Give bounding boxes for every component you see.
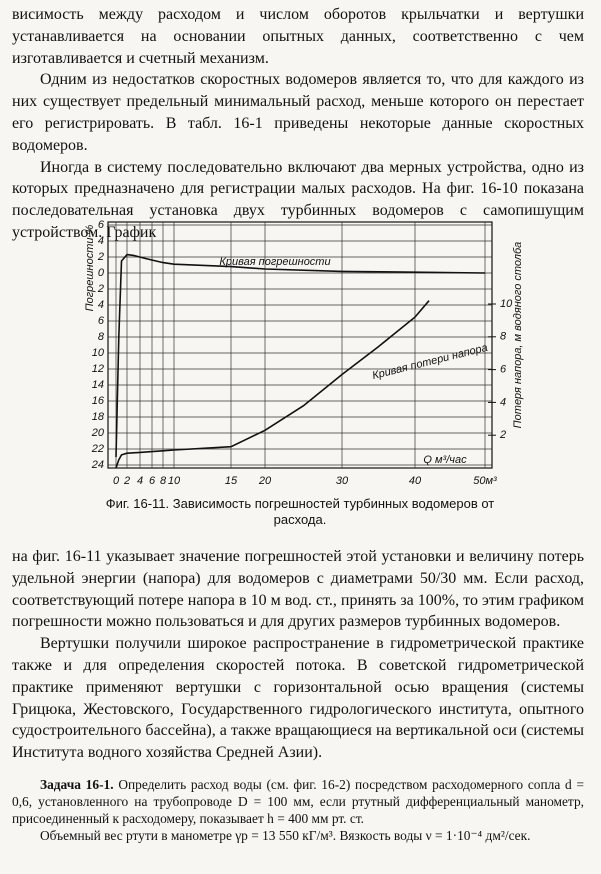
x-tick-label: 4	[137, 475, 143, 487]
text-bottom: на фиг. 16-11 указывает значение погрешн…	[12, 546, 584, 764]
text-top: висимость между расходом и числом оборот…	[12, 4, 584, 244]
paragraph: на фиг. 16-11 указывает значение погрешн…	[12, 548, 584, 631]
x-tick-label: 30	[336, 475, 349, 487]
paragraph: висимость между расходом и числом оборот…	[12, 6, 584, 67]
y-axis-title: Погрешности %	[84, 224, 96, 311]
y-tick-label: 4	[98, 235, 104, 247]
y2-tick-label: 10	[500, 298, 513, 310]
task-text2: Объемный вес ртути в манометре γp = 13 5…	[40, 828, 531, 843]
y2-tick-label: 8	[500, 331, 507, 343]
curve	[115, 300, 430, 469]
y-tick-label: 2	[97, 251, 104, 263]
plot-frame	[107, 221, 493, 469]
y-tick-label: 4	[98, 299, 104, 311]
task-body: Определить расход воды (см. фиг. 16-2) п…	[12, 777, 584, 826]
y-tick-label: 16	[92, 395, 105, 407]
curve-label: Кривая погрешности	[219, 256, 330, 268]
y-tick-label: 24	[91, 459, 104, 471]
y-tick-label: 2	[97, 283, 104, 295]
x-tick-label: 40	[409, 475, 422, 487]
paragraph: Иногда в систему последовательно включаю…	[12, 158, 584, 241]
curve-label: Кривая потери напора	[371, 342, 489, 382]
x-tick-label: 0	[113, 475, 120, 487]
y2-tick-label: 2	[499, 429, 506, 441]
y2-tick-label: 4	[500, 396, 506, 408]
x-tick-label: 2	[123, 475, 130, 487]
curve	[115, 253, 486, 458]
y2-axis-title: Потеря напора, м водяного столба	[512, 242, 524, 429]
paragraph: Одним из недостатков скоростных водомеро…	[12, 71, 584, 154]
y-tick-label: 20	[91, 427, 105, 439]
figure-body: Погрешности % Потеря напора, м водяного …	[84, 219, 524, 487]
task-text: Задача 16-1. Определить расход воды (см.…	[12, 776, 584, 827]
y-tick-label: 10	[92, 347, 105, 359]
task: Задача 16-1. Определить расход воды (см.…	[12, 776, 584, 844]
x-tick-label: 15	[225, 475, 238, 487]
y-tick-label: 12	[92, 363, 104, 375]
figure: Погрешности % Потеря напора, м водяного …	[84, 219, 524, 487]
paragraph: Вертушки получили широкое распространени…	[12, 635, 584, 762]
y-tick-label: 8	[98, 331, 105, 343]
y-tick-label: 0	[98, 267, 105, 279]
task-label: Задача 16-1.	[40, 777, 114, 792]
x-axis-title: Q м³/час	[423, 454, 467, 466]
y-tick-label: 6	[98, 315, 105, 327]
x-tick-label: 50м³	[473, 475, 497, 487]
x-tick-label: 20	[258, 475, 272, 487]
y2-tick-label: 6	[500, 364, 507, 376]
caption: Фиг. 16-11. Зависимость погрешностей тур…	[105, 496, 495, 527]
x-tick-label: 6	[149, 475, 156, 487]
y-tick-label: 18	[92, 411, 105, 423]
y-tick-label: 22	[91, 443, 104, 455]
x-tick-label: 8	[160, 475, 167, 487]
x-tick-label: 10	[168, 475, 181, 487]
y-tick-label: 14	[92, 379, 104, 391]
y-tick-label: 6	[98, 219, 105, 231]
